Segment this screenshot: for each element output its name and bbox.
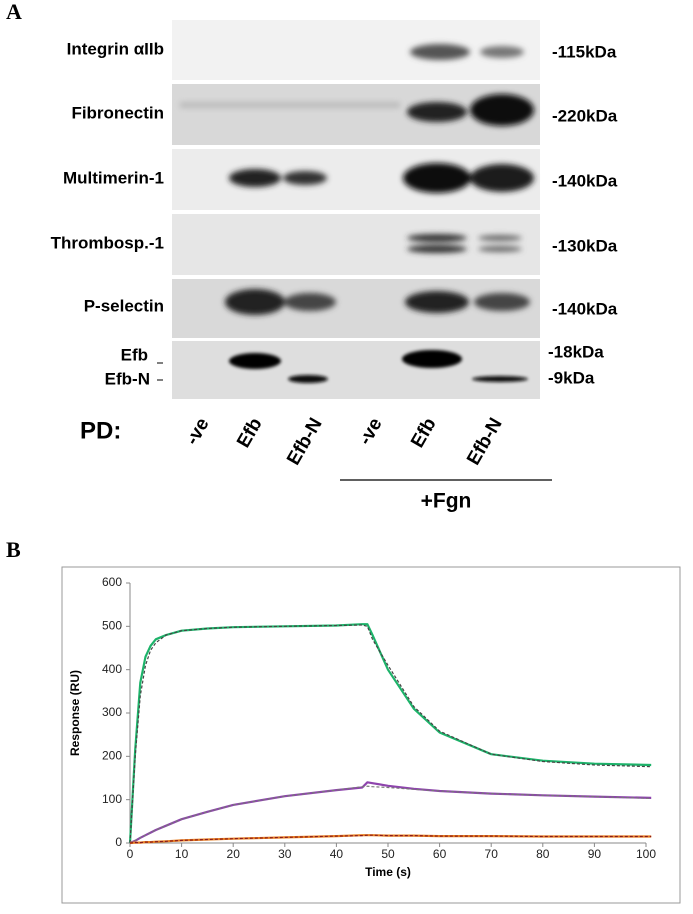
x-tick-label: 70 (485, 847, 499, 861)
size-label: -115kDa (552, 42, 617, 61)
lane-label: -ve (355, 415, 387, 449)
lane-label: Efb-N (463, 415, 507, 469)
x-tick-label: 30 (278, 847, 292, 861)
panel-label: A (6, 0, 22, 24)
panel-label: B (6, 537, 21, 562)
x-tick-label: 0 (127, 847, 134, 861)
x-tick-label: 40 (330, 847, 344, 861)
blot-strip (172, 20, 540, 80)
y-tick-label: 0 (115, 835, 122, 849)
row-label: Multimerin-1 (63, 168, 164, 187)
lane-label: -ve (182, 415, 214, 449)
y-tick-label: 200 (102, 749, 122, 763)
blot (157, 20, 552, 481)
x-tick-label: 80 (536, 847, 550, 861)
row-label: Thrombosp.-1 (51, 233, 164, 252)
pd-label: PD: (80, 417, 121, 444)
x-tick-label: 90 (588, 847, 602, 861)
row-label: Integrin αIIb (67, 39, 164, 58)
x-tick-label: 10 (175, 847, 189, 861)
group-label: +Fgn (421, 490, 472, 513)
row-label: Efb (121, 345, 148, 364)
x-tick-label: 100 (636, 847, 656, 861)
row-label: Fibronectin (71, 103, 164, 122)
size-label: -18kDa (548, 342, 604, 361)
x-axis-label: Time (s) (365, 865, 411, 879)
data-line (129, 781, 652, 845)
bands (180, 44, 534, 315)
blot-strip (172, 214, 540, 275)
row-label: Efb-N (105, 369, 150, 388)
lane-label: Efb-N (283, 415, 327, 469)
data-line (129, 624, 652, 844)
x-tick-label: 20 (227, 847, 241, 861)
y-tick-label: 500 (102, 619, 122, 633)
size-label: -130kDa (552, 236, 618, 255)
x-tick-label: 50 (381, 847, 395, 861)
size-label: -220kDa (552, 106, 618, 125)
y-tick-label: 300 (102, 705, 122, 719)
size-label: -140kDa (552, 299, 618, 318)
y-tick-label: 600 (102, 575, 122, 589)
data-line (128, 623, 652, 844)
lane-label: Efb (233, 415, 266, 452)
y-tick-label: 100 (102, 792, 122, 806)
data-line (129, 785, 652, 844)
size-label: -140kDa (552, 171, 618, 190)
chart-frame (61, 566, 681, 904)
size-label: -9kDa (548, 368, 595, 387)
y-tick-label: 400 (102, 662, 122, 676)
blot-strip (172, 341, 540, 399)
plot-area: 0 100 200 300 400 500 600 0 10 20 30 40 50 60 70 80 90 10… (68, 575, 656, 879)
data-line (129, 834, 652, 844)
x-tick-label: 60 (433, 847, 447, 861)
data-line (129, 834, 652, 845)
row-label: P-selectin (84, 296, 164, 315)
y-axis-label: Response (RU) (68, 670, 82, 756)
lane-label: Efb (407, 415, 440, 452)
bands (229, 350, 528, 383)
